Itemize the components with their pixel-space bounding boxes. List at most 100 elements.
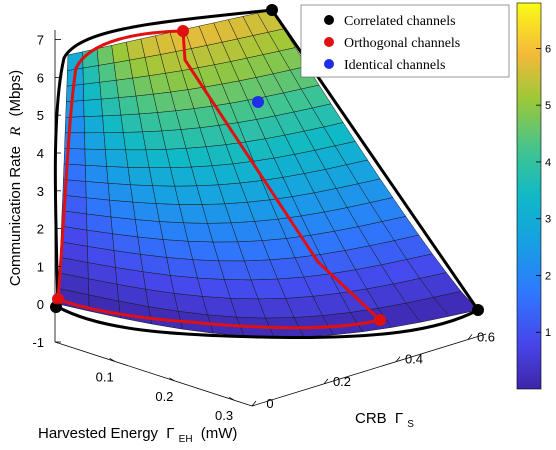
surface-patch <box>98 62 117 83</box>
x-axis-label-symbol: Γ <box>166 425 174 442</box>
colorbar-tick-label: 4 <box>545 157 551 169</box>
z-tick-label: 7 <box>37 33 44 48</box>
colorbar-tick-label: 2 <box>545 270 551 282</box>
surface-patch <box>99 79 119 100</box>
y-tick-mark <box>323 378 329 385</box>
surface-patch <box>110 216 139 238</box>
surface-patch <box>100 97 122 117</box>
legend-box <box>300 4 510 78</box>
y-tick-label: 0.4 <box>405 352 423 367</box>
orthogonal-point <box>374 314 386 326</box>
z-tick-label: 1 <box>37 259 44 274</box>
y-axis-line <box>251 333 487 407</box>
x-tick-label: 0.2 <box>155 389 173 404</box>
surface-patch <box>118 95 140 116</box>
colorbar-tick-label: 3 <box>545 214 551 226</box>
y-axis-label-subscript: S <box>407 419 414 430</box>
y-axis-label: CRB Γ S <box>355 410 414 430</box>
legend-label-identical: Identical channels <box>344 58 445 73</box>
orthogonal-boundary-curve <box>56 29 384 330</box>
y-tick-label: 0.6 <box>477 330 495 345</box>
legend-label-correlated: Correlated channels <box>344 14 456 29</box>
y-axis-label-symbol: Γ <box>395 410 403 427</box>
surface-patch <box>102 114 124 133</box>
x-axis-line <box>54 341 253 407</box>
z-axis-label-text: Communication Rate <box>7 146 24 286</box>
y-ticks: 0 0.2 0.4 0.6 <box>251 330 495 411</box>
surface-patch <box>85 197 112 218</box>
surface-patch <box>103 132 126 151</box>
surface-patch <box>83 115 105 134</box>
surface-patch <box>65 100 85 118</box>
y-tick-label: 0.2 <box>333 374 351 389</box>
x-tick-mark <box>169 377 175 382</box>
surface-patch <box>85 164 109 184</box>
legend: Correlated channels Orthogonal channels … <box>300 4 510 78</box>
legend-label-orthogonal: Orthogonal channels <box>344 36 460 51</box>
colorbar: 1 2 3 4 5 6 <box>516 2 551 390</box>
x-axis-label-unit: (mW) <box>201 425 238 442</box>
surface <box>57 9 479 338</box>
surface-patch <box>84 148 107 167</box>
surface-patch <box>135 219 164 240</box>
z-axis-label: Communication Rate R (Mbps) <box>7 70 24 286</box>
surface-patch <box>83 98 103 117</box>
surface-patch <box>106 166 131 185</box>
surface-patch <box>132 201 160 222</box>
x-tick-mark <box>228 396 235 401</box>
colorbar-tick-label: 1 <box>545 327 551 339</box>
y-tick-mark <box>395 356 401 362</box>
x-tick-mark <box>109 358 115 362</box>
y-tick-label: 0 <box>266 396 273 411</box>
x-tick-label: 0.1 <box>96 369 114 384</box>
z-tick-label: 3 <box>37 184 44 199</box>
z-tick-label: 4 <box>37 146 44 161</box>
correlated-point <box>472 304 484 316</box>
colorbar-tick-label: 6 <box>545 43 551 55</box>
x-axis-label-text: Harvested Energy <box>38 425 159 442</box>
surface-patch <box>84 132 106 150</box>
x-ticks: 0.1 0.2 0.3 <box>96 358 235 423</box>
surface-patch <box>86 213 113 234</box>
surface-patch <box>85 181 110 201</box>
z-axis-label-symbol: R <box>8 127 24 137</box>
z-ticks: -1 0 1 2 3 4 5 6 7 <box>32 33 61 350</box>
z-tick-label: 5 <box>37 108 44 123</box>
surface-patch <box>127 167 153 186</box>
orthogonal-point <box>177 25 189 37</box>
y-tick-mark <box>467 334 473 340</box>
surface-patch <box>109 199 136 220</box>
correlated-point <box>266 4 278 16</box>
z-axis-label-unit: (Mbps) <box>7 70 24 117</box>
surface-patch <box>120 113 143 133</box>
surface-patch <box>123 131 147 151</box>
surface-patch <box>96 45 115 66</box>
orthogonal-boundary <box>56 29 384 330</box>
surface-patch <box>105 149 129 168</box>
z-tick-label: 6 <box>37 70 44 85</box>
surface-patch <box>83 81 102 101</box>
z-tick-label: -1 <box>32 335 44 350</box>
z-tick-label: 2 <box>37 222 44 237</box>
colorbar-gradient <box>516 2 542 390</box>
surface-patch <box>82 65 101 85</box>
legend-marker-correlated <box>324 15 334 25</box>
x-axis-label: Harvested Energy Γ EH (mW) <box>38 425 237 446</box>
surface-patch <box>125 149 150 168</box>
y-axis-label-text: CRB <box>355 410 387 427</box>
x-axis-label-subscript: EH <box>179 434 193 445</box>
legend-marker-orthogonal <box>324 37 334 47</box>
y-tick-mark <box>251 400 257 407</box>
x-tick-label: 0.3 <box>215 408 233 423</box>
colorbar-tick-label: 5 <box>545 100 551 112</box>
legend-marker-identical <box>324 59 334 69</box>
surface-patch <box>130 184 157 204</box>
identical-point <box>252 96 264 108</box>
z-tick-label: 0 <box>37 297 44 312</box>
surface-patch <box>137 236 168 258</box>
orthogonal-point <box>52 293 64 305</box>
surface-patch <box>107 182 134 203</box>
colorbar-ticks: 1 2 3 4 5 6 <box>536 43 551 339</box>
surface-patch <box>64 116 85 134</box>
